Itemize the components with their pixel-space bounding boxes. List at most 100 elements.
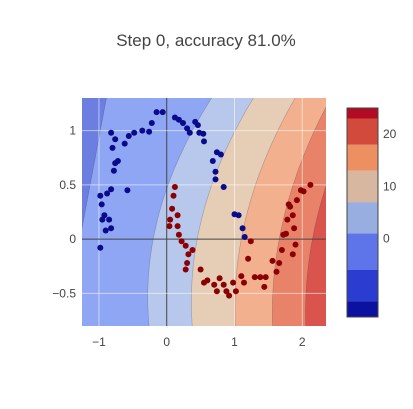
- colorbar-outline: [346, 107, 379, 318]
- data-point-s0-4: [102, 227, 109, 234]
- data-point-s0-21: [159, 109, 166, 116]
- data-point-s0-33: [217, 151, 224, 158]
- data-point-s1-28: [247, 238, 254, 245]
- data-point-s1-35: [276, 260, 283, 266]
- data-point-s1-16: [204, 277, 211, 284]
- data-point-s0-23: [175, 116, 182, 123]
- data-point-s0-25: [184, 125, 191, 132]
- colorbar-band-3: [347, 202, 378, 234]
- data-point-s0-15: [125, 133, 132, 139]
- data-point-s0-16: [131, 129, 138, 136]
- data-point-s1-0: [171, 184, 178, 190]
- data-point-s1-4: [166, 223, 173, 230]
- data-point-s0-43: [106, 216, 113, 223]
- data-point-s1-41: [289, 212, 296, 219]
- data-point-s1-49: [292, 241, 299, 248]
- colorbar-band-6: [347, 118, 378, 145]
- colorbar-tick-label: 20: [383, 127, 397, 141]
- data-point-s0-3: [99, 216, 106, 223]
- data-point-s1-23: [230, 279, 237, 286]
- x-tick-label: 2: [299, 335, 306, 349]
- data-point-s1-9: [182, 242, 189, 249]
- data-point-s1-1: [170, 192, 177, 199]
- data-point-s1-11: [184, 260, 191, 266]
- data-point-s0-8: [110, 167, 117, 174]
- data-point-s1-45: [307, 181, 314, 188]
- scatter-points: [97, 109, 314, 299]
- data-point-s1-24: [232, 288, 239, 295]
- data-point-s0-31: [201, 138, 207, 145]
- colorbar-band-5: [347, 144, 378, 171]
- data-point-s1-25: [238, 273, 245, 280]
- data-point-s1-8: [178, 238, 185, 245]
- data-point-s1-10: [185, 251, 192, 258]
- x-axis-ticks: −1 0 1 2: [92, 335, 306, 349]
- data-point-s0-36: [212, 176, 219, 183]
- data-point-s1-22: [226, 292, 233, 299]
- data-point-s1-42: [293, 197, 300, 204]
- data-point-s0-18: [146, 128, 153, 135]
- y-tick-label: 1: [69, 124, 76, 138]
- data-point-s0-12: [112, 136, 119, 143]
- data-point-s0-30: [200, 130, 207, 137]
- x-tick-label: 1: [231, 335, 238, 349]
- data-point-s1-5: [174, 212, 181, 219]
- data-point-s0-34: [209, 158, 216, 164]
- y-tick-label: 0: [69, 232, 76, 246]
- data-point-s0-41: [241, 234, 248, 240]
- data-point-s0-42: [124, 187, 131, 194]
- data-point-s1-46: [289, 251, 296, 258]
- data-point-s1-30: [257, 274, 264, 281]
- data-point-s1-6: [174, 223, 181, 230]
- data-point-s1-20: [220, 281, 227, 288]
- data-point-s1-7: [175, 231, 182, 238]
- data-point-s0-10: [114, 158, 121, 164]
- contour-band-6: [305, 184, 326, 326]
- data-point-s1-44: [300, 188, 307, 195]
- colorbar-band-0: [347, 301, 378, 317]
- y-tick-label: −0.5: [52, 286, 76, 300]
- x-tick-label: 0: [163, 335, 170, 349]
- data-point-s0-11: [109, 144, 116, 151]
- data-point-s1-21: [223, 288, 230, 295]
- grid-lines: [82, 98, 326, 326]
- colorbar-tick-label: 0: [383, 232, 390, 246]
- data-point-s0-20: [153, 109, 160, 116]
- data-point-s1-14: [197, 266, 204, 273]
- data-point-s1-19: [216, 275, 223, 282]
- data-point-s1-38: [283, 230, 289, 237]
- data-point-s1-47: [291, 225, 298, 232]
- data-point-s0-37: [220, 184, 227, 190]
- chart-title: Step 0, accuracy 81.0%: [116, 31, 296, 50]
- data-point-s0-40: [239, 225, 246, 232]
- data-point-s0-35: [212, 168, 219, 175]
- data-point-s1-36: [278, 247, 285, 253]
- decision-contour: [82, 98, 326, 326]
- data-point-s1-33: [269, 257, 276, 264]
- data-point-s0-13: [108, 129, 115, 136]
- data-point-s1-26: [241, 279, 247, 286]
- data-point-s1-39: [284, 216, 291, 223]
- data-point-s1-13: [189, 247, 196, 253]
- data-point-s0-39: [235, 212, 242, 219]
- data-point-s1-12: [182, 266, 189, 273]
- data-point-s1-34: [273, 268, 280, 275]
- data-point-s0-24: [180, 120, 186, 126]
- data-point-s0-0: [97, 192, 104, 199]
- data-point-s1-18: [213, 288, 220, 295]
- data-point-s0-5: [97, 244, 104, 251]
- colorbar-tick-label: 10: [383, 179, 397, 193]
- data-point-s0-14: [121, 140, 128, 147]
- data-point-s1-17: [211, 281, 218, 288]
- data-point-s1-29: [251, 274, 258, 281]
- data-point-s1-27: [245, 255, 252, 262]
- colorbar: 0 10 20: [346, 107, 397, 318]
- data-point-s1-2: [169, 205, 176, 212]
- data-point-s0-1: [98, 201, 105, 208]
- data-point-s1-3: [167, 216, 174, 223]
- data-point-s0-6: [104, 190, 111, 197]
- x-tick-label: −1: [92, 335, 106, 349]
- colorbar-band-7: [347, 108, 378, 119]
